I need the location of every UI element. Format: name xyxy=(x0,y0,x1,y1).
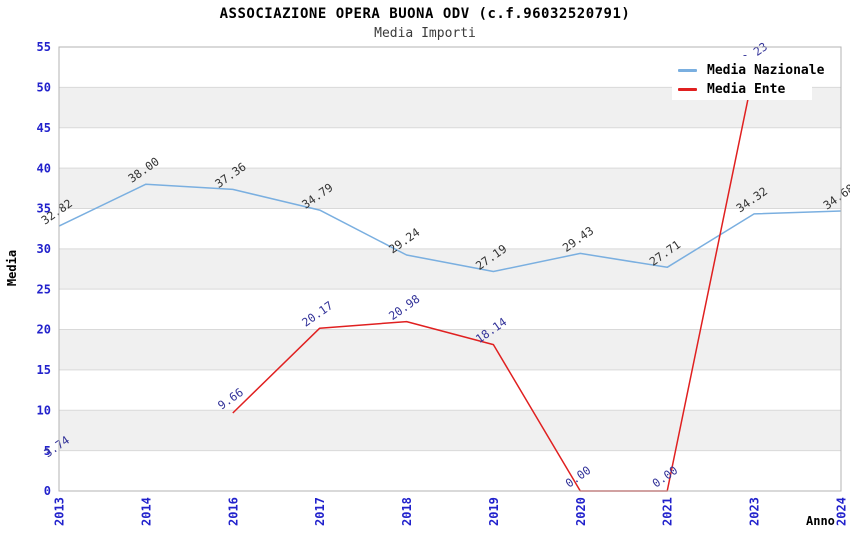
ente-data-label: 20.98 xyxy=(386,292,422,323)
legend-item-media-ente: Media Ente xyxy=(678,81,812,98)
y-grid-band xyxy=(59,329,841,370)
y-grid-band xyxy=(59,168,841,209)
plot-border xyxy=(58,46,842,492)
chart-subtitle: Media Importi xyxy=(374,26,476,41)
x-axis-title: Anno xyxy=(806,514,835,528)
y-tick-label: 5 xyxy=(44,444,51,458)
y-tick-label: 20 xyxy=(37,323,51,337)
nazionale-line xyxy=(58,183,842,273)
legend-item-media-nazionale: Media Nazionale xyxy=(678,62,824,79)
y-tick-label: 35 xyxy=(37,202,51,216)
legend-label-media-ente: Media Ente xyxy=(707,82,786,97)
x-tick-label: 2020 xyxy=(574,497,588,526)
y-tick-label: 0 xyxy=(44,484,51,498)
y-tick-label: 55 xyxy=(37,40,51,54)
ente-data-label: 0.00 xyxy=(650,463,681,490)
y-tick-label: 15 xyxy=(37,363,51,377)
chart-title: ASSOCIAZIONE OPERA BUONA ODV (c.f.960325… xyxy=(219,6,631,22)
ente-data-label: 20.17 xyxy=(299,298,335,329)
ente-data-label: 9.66 xyxy=(215,385,246,412)
y-tick-label: 40 xyxy=(37,161,51,175)
ente-line-swatch-icon xyxy=(678,88,697,91)
legend: Media Nazionale Media Ente xyxy=(672,56,824,100)
y-axis-title: Media xyxy=(5,249,20,287)
y-tick-label: 10 xyxy=(37,403,51,417)
y-tick-label: 30 xyxy=(37,242,51,256)
x-tick-label: 2017 xyxy=(313,497,327,526)
legend-label-media-nazionale: Media Nazionale xyxy=(707,63,825,78)
y-tick-label: 25 xyxy=(37,282,51,296)
x-tick-label: 2018 xyxy=(400,497,414,526)
y-tick-label: 50 xyxy=(37,81,51,95)
x-tick-label: 2024 xyxy=(835,497,849,526)
x-tick-label: 2019 xyxy=(487,497,501,526)
x-tick-label: 2014 xyxy=(139,497,153,526)
y-grid-band xyxy=(59,248,841,290)
y-tick-label: 45 xyxy=(37,121,51,135)
x-tick-label: 2023 xyxy=(748,497,762,526)
nazionale-line-swatch-icon xyxy=(678,69,697,72)
x-tick-label: 2013 xyxy=(53,497,67,526)
y-grid-band xyxy=(59,410,841,451)
x-tick-label: 2016 xyxy=(226,497,240,526)
x-tick-label: 2021 xyxy=(661,497,675,526)
